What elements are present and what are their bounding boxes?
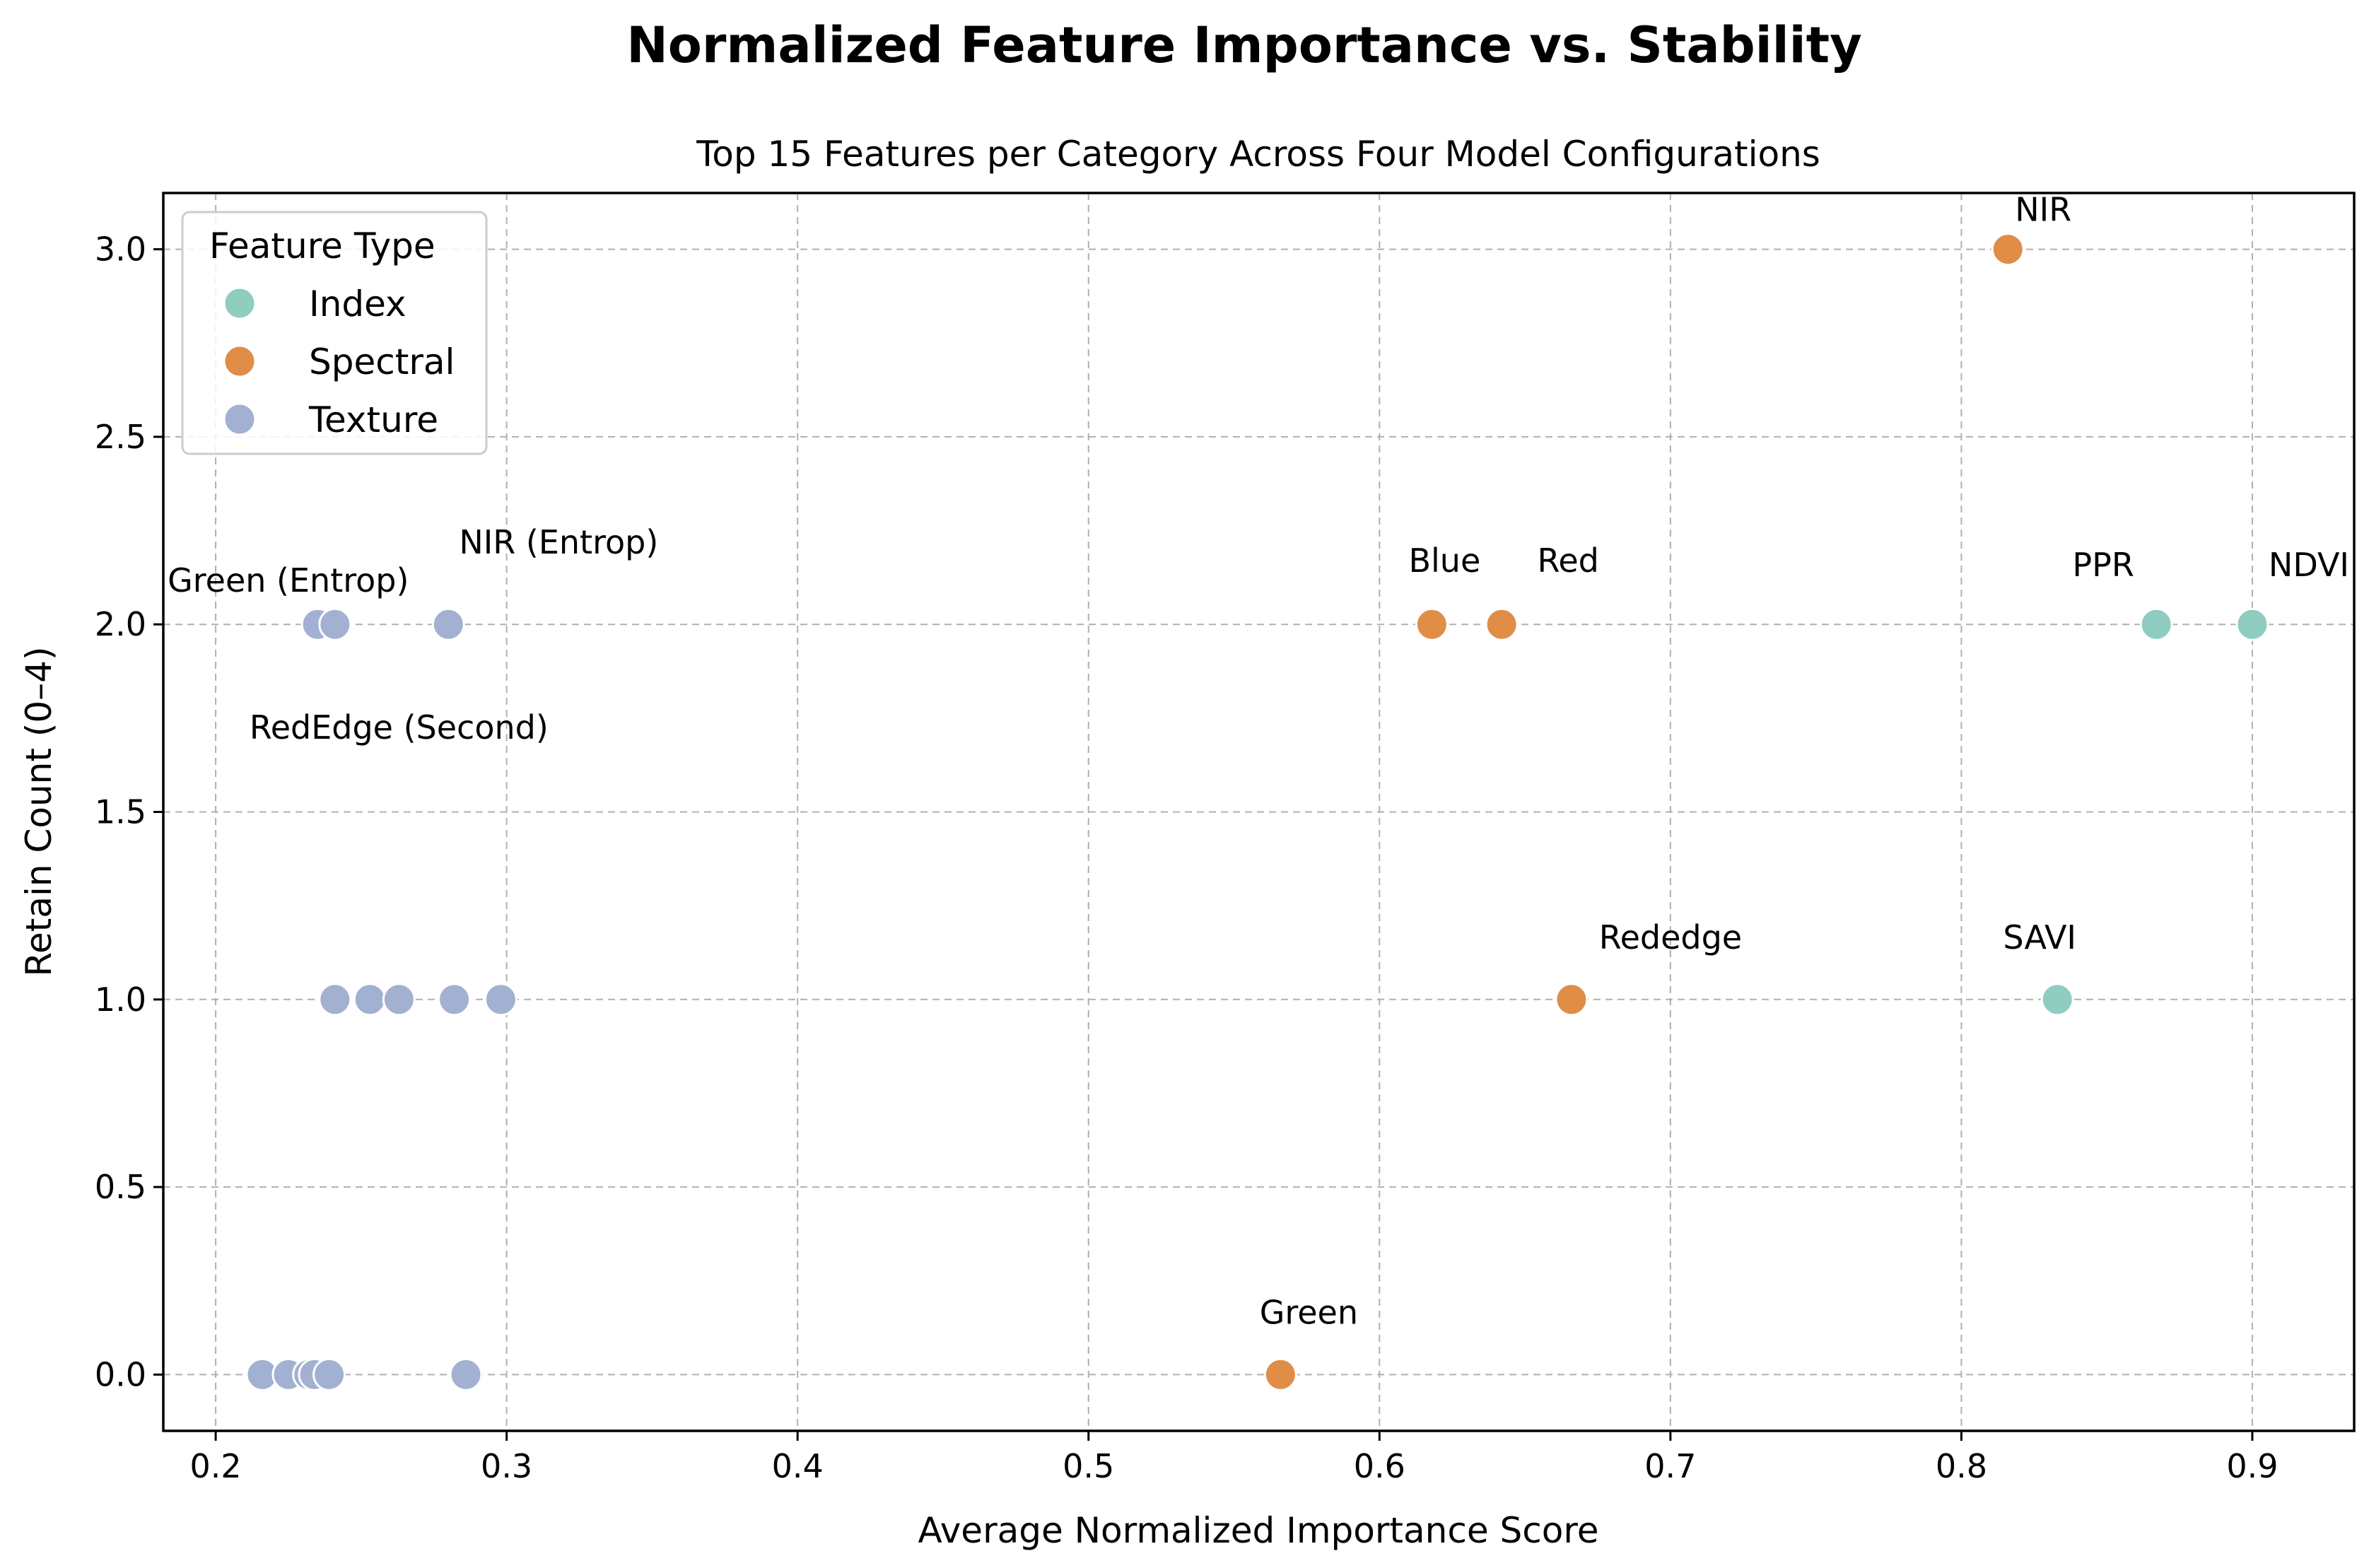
data-point-texture [449,1357,483,1391]
point-annotations: NIR PPR NDVI Blue Red Rededge SAVI Green Green (… [168,191,2349,1332]
y-tick-label: 2.0 [95,605,146,643]
data-points [245,233,2269,1391]
data-point-texture [484,983,517,1017]
y-tick-label: 3.0 [95,230,146,269]
point-annotation: NIR [2015,191,2071,229]
series-index [2040,607,2269,1017]
legend-entries: Index Spectral Texture [223,283,455,440]
point-annotation: Green [1260,1293,1358,1331]
y-tick-label: 0.5 [95,1168,146,1206]
x-tick-label: 0.4 [772,1447,824,1485]
legend-label-index: Index [309,283,406,324]
data-point-texture [431,607,465,641]
x-axis-label: Average Normalized Importance Score [918,1510,1598,1551]
legend-label-spectral: Spectral [309,341,455,382]
data-point-index [2040,983,2074,1017]
point-annotation: Blue [1408,542,1480,580]
x-tick-label: 0.3 [481,1447,532,1485]
point-annotation: Red [1537,542,1598,580]
x-tick-label: 0.5 [1063,1447,1114,1485]
legend-title: Feature Type [209,226,435,267]
legend-marker-texture [223,402,257,436]
plot-frame [162,192,2356,1432]
chart-subtitle: Top 15 Features per Category Across Four… [696,134,1820,175]
legend-marker-index [223,286,257,320]
series-spectral [1263,233,2025,1391]
chart-title: Normalized Feature Importance vs. Stabil… [626,16,1862,74]
axis-ticks: 0.2 0.3 0.4 0.5 0.6 0.7 0.8 0.9 0.0 0.5 1.0 1.5 2.0 2… [95,230,2279,1485]
data-point-spectral [1555,983,1589,1017]
point-annotation: NIR (Entrop) [459,523,658,561]
data-point-index [2235,607,2269,641]
x-tick-label: 0.2 [190,1447,242,1485]
x-tick-label: 0.6 [1354,1447,1405,1485]
x-tick-label: 0.7 [1644,1447,1696,1485]
legend-box [181,211,488,455]
x-tick-label: 0.9 [2226,1447,2278,1485]
y-axis-label: Retain Count (0–4) [18,647,59,977]
y-tick-label: 1.5 [95,793,146,831]
data-point-texture [312,1357,346,1391]
legend: Feature Type Index Spectral Texture [181,211,488,455]
grid-lines [163,193,2354,1431]
data-point-spectral [1263,1357,1297,1391]
point-annotation: Green (Entrop) [168,561,409,599]
x-tick-label: 0.8 [1936,1447,1987,1485]
point-annotation: Rededge [1599,918,1742,956]
data-point-texture [438,983,472,1017]
data-point-index [2139,607,2173,641]
data-point-texture [382,983,416,1017]
series-texture [245,607,517,1391]
data-point-texture [318,983,352,1017]
point-annotation: RedEdge (Second) [250,708,549,747]
data-point-texture [353,983,387,1017]
y-tick-label: 1.0 [95,981,146,1019]
legend-label-texture: Texture [308,399,438,440]
y-tick-label: 2.5 [95,418,146,456]
point-annotation: SAVI [2003,918,2076,956]
data-point-spectral [1415,607,1449,641]
legend-marker-spectral [223,344,257,378]
point-annotation: PPR [2072,546,2134,584]
data-point-spectral [1991,233,2025,267]
y-tick-label: 0.0 [95,1355,146,1393]
data-point-spectral [1485,607,1519,641]
point-annotation: NDVI [2269,546,2349,584]
data-point-texture [318,607,352,641]
